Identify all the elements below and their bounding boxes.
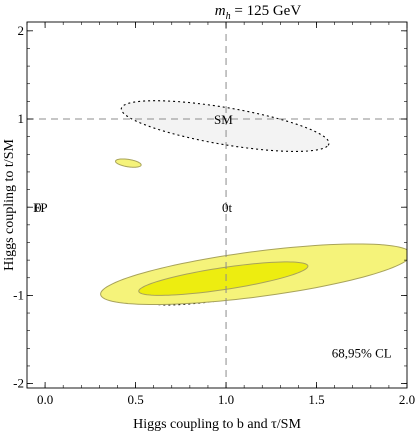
axis-ticks: 0.0 0.5 1.0 1.5 2.0 -2 -1 1 2 [13, 22, 415, 407]
annotation-label: 0 [35, 200, 42, 215]
annotation-label: FP [33, 200, 47, 215]
region-solid-2 [115, 158, 142, 168]
plot-frame [26, 21, 408, 389]
x-tick-label: 0.0 [37, 392, 53, 407]
reference-lines [27, 22, 407, 388]
contour-regions [100, 100, 407, 306]
annotation-label: 0t [222, 200, 233, 215]
annotation-label: SM [214, 112, 233, 127]
x-tick-label: 0.5 [127, 392, 143, 407]
chart-title: mh = 125 GeV [215, 3, 302, 22]
y-tick-label: -1 [13, 287, 24, 302]
y-tick-label: 1 [18, 111, 25, 126]
y-axis-label: Higgs coupling to t/SM [2, 139, 17, 271]
x-axis-label: Higgs coupling to b and τ/SM [133, 417, 301, 432]
annotations: SM 0t FP0 68,95% CL [33, 112, 392, 361]
y-tick-label: 2 [18, 23, 25, 38]
region-solid-4 [138, 261, 309, 296]
x-tick-label: 1.0 [218, 392, 234, 407]
x-tick-label: 2.0 [399, 392, 415, 407]
annotation-label: 68,95% CL [332, 346, 392, 361]
y-tick-label: -2 [13, 376, 24, 391]
region-dotted-0 [120, 100, 330, 152]
x-tick-label: 1.5 [308, 392, 324, 407]
